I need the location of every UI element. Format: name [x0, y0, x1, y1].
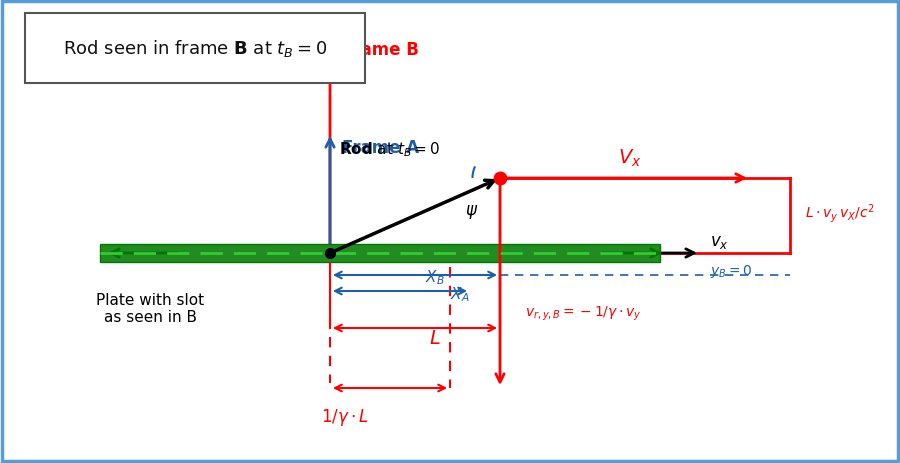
Text: $V_x$: $V_x$ [618, 148, 642, 169]
FancyBboxPatch shape [25, 14, 365, 84]
Text: Frame B: Frame B [342, 41, 418, 59]
Text: $L$: $L$ [429, 328, 441, 347]
Bar [100, 244, 660, 263]
Text: Rod seen in frame $\mathbf{B}$ at $t_B = 0$: Rod seen in frame $\mathbf{B}$ at $t_B =… [63, 38, 327, 59]
Text: Frame A: Frame A [342, 139, 419, 156]
Text: $\mathbf{Rod}$ at $t_B = 0$: $\mathbf{Rod}$ at $t_B = 0$ [339, 140, 441, 159]
Text: $v_{r,y,B} = -1/\gamma \cdot v_y$: $v_{r,y,B} = -1/\gamma \cdot v_y$ [525, 304, 642, 322]
Text: $\psi$: $\psi$ [465, 202, 479, 220]
Text: Plate with slot
as seen in B: Plate with slot as seen in B [96, 292, 204, 325]
Text: $v_x$: $v_x$ [710, 232, 729, 250]
Text: $1/\gamma \cdot L$: $1/\gamma \cdot L$ [321, 406, 369, 427]
Text: $X_A$: $X_A$ [450, 284, 470, 303]
Text: $y_B = 0$: $y_B = 0$ [710, 263, 752, 280]
Text: $L \cdot v_y\, v_X/c^2$: $L \cdot v_y\, v_X/c^2$ [805, 202, 875, 225]
Text: $X_B$: $X_B$ [425, 268, 445, 286]
